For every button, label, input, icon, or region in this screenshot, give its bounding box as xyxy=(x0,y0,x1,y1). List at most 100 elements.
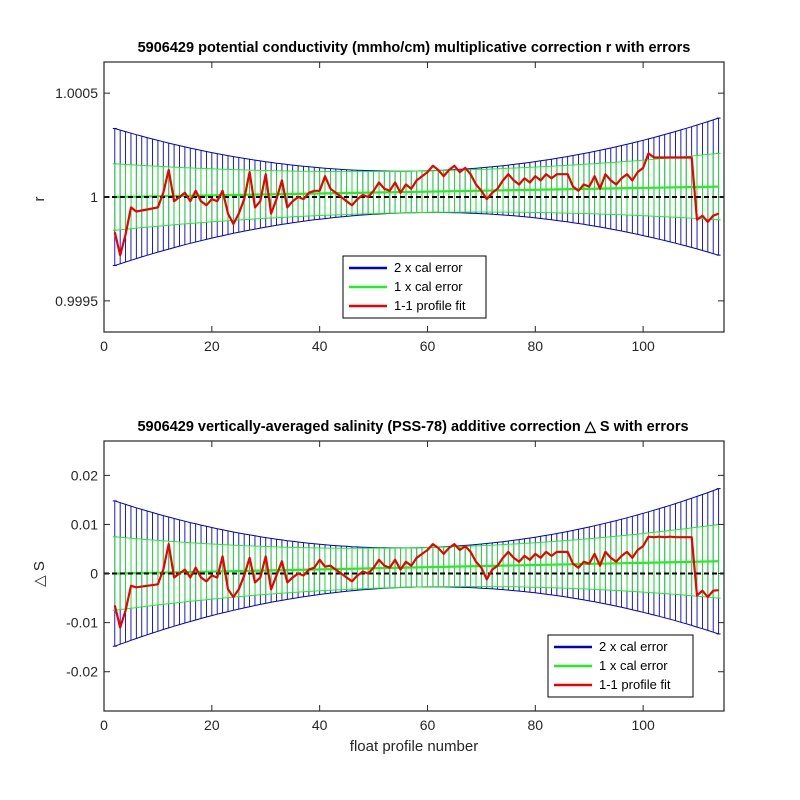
profile-fit-point xyxy=(486,198,488,200)
profile-fit-point xyxy=(523,555,526,557)
top-chart-title: 5906429 potential conductivity (mmho/cm)… xyxy=(138,40,691,56)
x-tick-label: 100 xyxy=(631,717,655,733)
profile-fit-point xyxy=(475,183,477,186)
profile-fit-point xyxy=(426,171,429,173)
profile-fit-point xyxy=(561,173,563,175)
x-tick-label: 100 xyxy=(631,338,655,354)
profile-fit-point xyxy=(604,173,606,175)
profile-fit-point xyxy=(421,553,423,555)
profile-fit-point xyxy=(453,543,456,545)
profile-fit-point xyxy=(561,551,563,553)
profile-fit-point xyxy=(146,585,148,587)
profile-fit-point xyxy=(243,574,245,577)
profile-fit-point xyxy=(238,213,240,215)
profile-fit-point xyxy=(383,565,385,567)
profile-fit-point xyxy=(248,171,251,173)
bottom-chart-plot-area: 0 20 40 60 80 100 -0.02 -0.01 0 0.01 0.02 xyxy=(66,440,725,733)
profile-fit-point xyxy=(626,551,628,553)
profile-fit-point xyxy=(389,567,391,569)
profile-fit-point xyxy=(674,536,677,538)
profile-fit-point xyxy=(696,595,698,597)
profile-fit-point xyxy=(351,204,353,206)
profile-fit-point xyxy=(211,198,213,200)
profile-fit-point xyxy=(550,555,553,557)
profile-fit-point xyxy=(243,198,245,200)
profile-fit-point xyxy=(383,188,385,190)
error-envelope-1x-upper xyxy=(114,152,719,173)
profile-fit-point xyxy=(200,200,202,202)
profile-fit-point xyxy=(550,177,553,179)
bottom-chart-xlabel: float profile number xyxy=(350,738,478,755)
bottom-chart-panel: 5906429 vertically-averaged salinity (PS… xyxy=(31,419,725,755)
profile-fit-point xyxy=(513,179,515,181)
profile-fit-point xyxy=(254,206,256,208)
profile-fit-point xyxy=(626,173,628,175)
profile-fit-point xyxy=(124,233,127,235)
profile-fit-point xyxy=(496,565,499,567)
profile-fit-point xyxy=(707,221,709,223)
profile-fit-point xyxy=(265,173,267,175)
profile-fit-point xyxy=(162,569,164,571)
profile-fit-point xyxy=(146,208,148,211)
profile-fit-point xyxy=(410,188,412,190)
bottom-legend-label-fit: 1-1 profile fit xyxy=(599,677,671,692)
profile-fit-point xyxy=(664,156,666,159)
profile-fit-point xyxy=(658,536,660,538)
profile-fit-point xyxy=(216,200,218,202)
profile-fit-point xyxy=(346,576,348,579)
profile-fit-point xyxy=(620,177,623,179)
profile-fit-point xyxy=(534,175,536,177)
x-tick-label: 40 xyxy=(312,338,328,354)
profile-fit-point xyxy=(674,156,677,159)
profile-fit-point xyxy=(647,536,650,538)
profile-fit-point xyxy=(459,549,461,551)
profile-fit-point xyxy=(184,192,186,194)
profile-fit-point xyxy=(281,560,283,562)
profile-fit-point xyxy=(604,551,606,553)
profile-fit-point xyxy=(518,183,520,186)
profile-fit-point xyxy=(248,557,251,559)
profile-fit-point xyxy=(356,198,358,200)
profile-fit-point xyxy=(211,574,213,577)
profile-fit-point xyxy=(389,190,391,192)
profile-fit-point xyxy=(448,169,450,171)
profile-fit-point xyxy=(394,181,396,184)
profile-fit-point xyxy=(475,561,477,563)
profile-fit-point xyxy=(572,563,574,565)
profile-fit-point xyxy=(189,576,191,579)
profile-fit-point xyxy=(227,213,229,215)
profile-fit-point xyxy=(707,596,709,598)
profile-fit-point xyxy=(114,604,116,607)
profile-fit-point xyxy=(157,583,159,585)
profile-fit-point xyxy=(631,179,633,181)
profile-fit-point xyxy=(313,190,315,192)
profile-fit-point xyxy=(119,254,121,256)
profile-fit-point xyxy=(394,559,396,561)
profile-fit-point xyxy=(658,156,660,159)
profile-fit-point xyxy=(232,223,234,225)
profile-fit-point xyxy=(372,567,375,569)
profile-fit-point xyxy=(572,186,574,188)
error-envelope-1x-lower xyxy=(114,586,719,611)
profile-fit-point xyxy=(653,156,655,159)
profile-fit-point xyxy=(691,156,693,159)
error-envelope-2x-upper xyxy=(114,117,719,172)
profile-fit-point xyxy=(599,565,601,567)
profile-fit-point xyxy=(324,566,326,568)
profile-fit-point xyxy=(464,167,466,169)
axes-frame xyxy=(103,440,725,712)
profile-fit-point xyxy=(168,169,170,171)
profile-fit-point xyxy=(335,569,337,571)
profile-fit-point xyxy=(410,565,412,567)
y-tick-label: -0.02 xyxy=(66,664,98,680)
profile-fit-point xyxy=(637,549,639,551)
top-legend-label-fit: 1-1 profile fit xyxy=(394,298,466,313)
profile-fit-point xyxy=(168,543,170,545)
profile-fit-point xyxy=(319,190,321,192)
profile-fit-point xyxy=(448,547,450,549)
profile-fit-point xyxy=(513,557,515,559)
profile-fit-point xyxy=(464,545,466,547)
profile-fit-point xyxy=(130,206,132,208)
profile-fit-point xyxy=(631,557,633,559)
